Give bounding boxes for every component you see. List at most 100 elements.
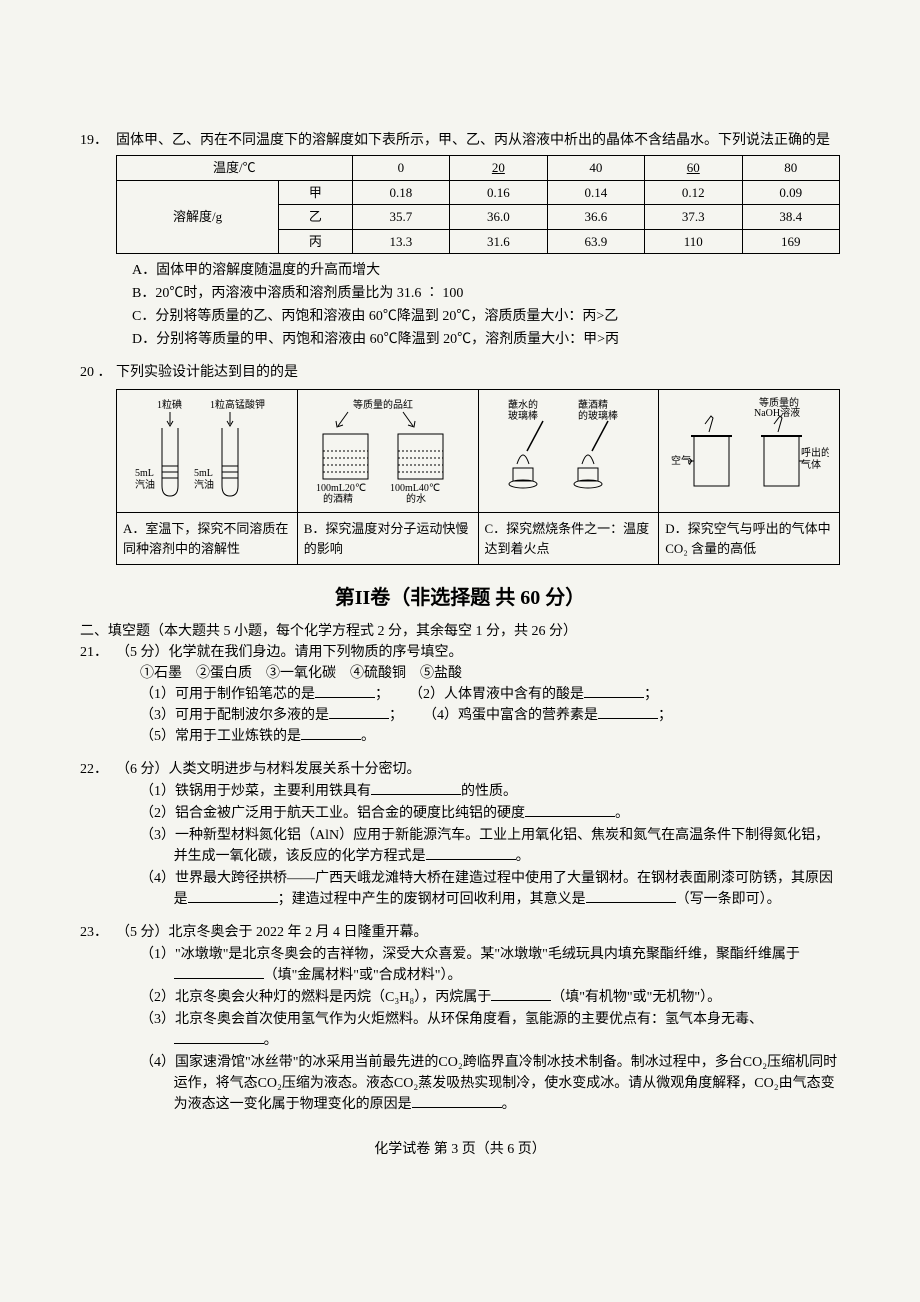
burners-icon: 蘸水的 玻璃棒 蘸酒精 的玻璃棒 <box>493 396 643 506</box>
q23-number: 23． <box>80 922 116 943</box>
svg-text:5mL: 5mL <box>135 468 154 479</box>
cell-d-diagram: 等质量的 NaOH溶液 空气 呼出的 气体 <box>659 390 840 513</box>
q21-subquestions: （1）可用于制作铅笔芯的是； （2）人体胃液中含有的酸是； （3）可用于配制波尔… <box>80 684 840 747</box>
caption-a: A．室温下，探究不同溶质在同种溶剂中的溶解性 <box>117 513 298 565</box>
q22-s2: （2）铝合金被广泛用于航天工业。铝合金的硬度比纯铝的硬度。 <box>140 803 840 824</box>
svg-text:呼出的: 呼出的 <box>801 446 829 459</box>
row-label: 乙 <box>279 205 353 230</box>
option-b: B．20℃时，丙溶液中溶质和溶剂质量比为 31.6 ∶ 100 <box>132 283 840 304</box>
row-label: 甲 <box>279 180 353 205</box>
blank <box>174 1030 264 1044</box>
q20-experiment-table: 1粒碘 1粒高锰酸钾 5mL 汽油 5mL <box>116 389 840 565</box>
question-21: 21． （5 分）化学就在我们身边。请用下列物质的序号填空。 ①石墨 ②蛋白质 … <box>80 642 840 747</box>
svg-text:气体: 气体 <box>801 458 821 471</box>
gas-jars-icon: 等质量的 NaOH溶液 空气 呼出的 气体 <box>669 396 829 506</box>
q22-header: 22． （6 分）人类文明进步与材料发展关系十分密切。 <box>80 759 840 780</box>
caption-d: D．探究空气与呼出的气体中 CO₂ 含量的高低 <box>659 513 840 565</box>
q23-s4: （4）国家速滑馆"冰丝带"的冰采用当前最先进的CO₂跨临界直冷制冰技术制备。制冰… <box>140 1052 840 1115</box>
blank <box>586 889 676 903</box>
caption-b: B．探究温度对分子运动快慢的影响 <box>297 513 478 565</box>
blank <box>174 965 264 979</box>
blank <box>412 1094 502 1108</box>
q23-header: 23． （5 分）北京冬奥会于 2022 年 2 月 4 日隆重开幕。 <box>80 922 840 943</box>
q22-number: 22． <box>80 759 116 780</box>
q21-stem: （5 分）化学就在我们身边。请用下列物质的序号填空。 <box>116 642 463 663</box>
q23-s1: （1）"冰墩墩"是北京冬奥会的吉祥物，深受大众喜爱。某"冰墩墩"毛绒玩具内填充聚… <box>140 944 840 986</box>
q22-s1: （1）铁锅用于炒菜，主要利用铁具有的性质。 <box>140 781 840 802</box>
q21-number: 21． <box>80 642 116 663</box>
blank <box>371 781 461 795</box>
q23-s2: （2）北京冬奥会火种灯的燃料是丙烷（C₃H₈），丙烷属于（填"有机物"或"无机物… <box>140 987 840 1008</box>
q21-options: ①石墨 ②蛋白质 ③一氧化碳 ④硫酸铜 ⑤盐酸 <box>80 663 840 684</box>
row-label: 丙 <box>279 229 353 254</box>
part2-title: 第II卷（非选择题 共 60 分） <box>80 583 840 613</box>
blank <box>491 987 551 1001</box>
q23-body: （1）"冰墩墩"是北京冬奥会的吉祥物，深受大众喜爱。某"冰墩墩"毛绒玩具内填充聚… <box>80 944 840 1115</box>
q20-stem: 下列实验设计能达到目的的是 <box>116 362 298 383</box>
header-temp: 温度/℃ <box>117 156 353 181</box>
blank <box>598 705 658 719</box>
q21-opt4: ④硫酸铜 <box>350 666 406 681</box>
col-20: 20 <box>450 156 547 181</box>
svg-text:100mL20℃: 100mL20℃ <box>316 483 366 494</box>
svg-text:1粒碘: 1粒碘 <box>157 398 182 411</box>
q22-body: （1）铁锅用于炒菜，主要利用铁具有的性质。 （2）铝合金被广泛用于航天工业。铝合… <box>80 781 840 910</box>
question-22: 22． （6 分）人类文明进步与材料发展关系十分密切。 （1）铁锅用于炒菜，主要… <box>80 759 840 910</box>
q23-s3: （3）北京冬奥会首次使用氢气作为火炬燃料。从环保角度看，氢能源的主要优点有：氢气… <box>140 1009 840 1051</box>
q20-header: 20 ． 下列实验设计能达到目的的是 <box>80 362 840 383</box>
q22-stem: （6 分）人类文明进步与材料发展关系十分密切。 <box>116 759 421 780</box>
svg-text:100mL40℃: 100mL40℃ <box>390 483 440 494</box>
blank <box>188 889 278 903</box>
page-footer: 化学试卷 第 3 页（共 6 页） <box>80 1139 840 1160</box>
svg-text:蘸水的: 蘸水的 <box>508 398 538 411</box>
table-row: 温度/℃ 0 20 40 60 80 <box>117 156 840 181</box>
q19-number: 19． <box>80 130 116 151</box>
svg-text:汽油: 汽油 <box>135 478 155 491</box>
svg-text:蘸酒精: 蘸酒精 <box>578 398 608 411</box>
cell-b-diagram: 等质量的品红 100mL20℃ 的酒精 <box>297 390 478 513</box>
q21-opt3: ③一氧化碳 <box>266 666 336 681</box>
beakers-icon: 等质量的品红 100mL20℃ 的酒精 <box>308 396 468 506</box>
blank <box>525 803 615 817</box>
svg-text:5mL: 5mL <box>194 468 213 479</box>
svg-text:汽油: 汽油 <box>194 478 214 491</box>
q22-s4: （4）世界最大跨径拱桥——广西天峨龙滩特大桥在建造过程中使用了大量钢材。在钢材表… <box>140 868 840 910</box>
blank <box>426 846 516 860</box>
table-row-captions: A．室温下，探究不同溶质在同种溶剂中的溶解性 B．探究温度对分子运动快慢的影响 … <box>117 513 840 565</box>
caption-c: C．探究燃烧条件之一：温度达到着火点 <box>478 513 659 565</box>
table-row: 溶解度/g 甲 0.18 0.16 0.14 0.12 0.09 <box>117 180 840 205</box>
svg-text:的玻璃棒: 的玻璃棒 <box>578 409 618 422</box>
q21-opt2: ②蛋白质 <box>196 666 252 681</box>
question-23: 23． （5 分）北京冬奥会于 2022 年 2 月 4 日隆重开幕。 （1）"… <box>80 922 840 1115</box>
svg-text:的水: 的水 <box>406 492 426 505</box>
q19-options: A．固体甲的溶解度随温度的升高而增大 B．20℃时，丙溶液中溶质和溶剂质量比为 … <box>80 260 840 350</box>
col-80: 80 <box>742 156 840 181</box>
q21-opt5: ⑤盐酸 <box>420 666 462 681</box>
svg-text:等质量的品红: 等质量的品红 <box>353 398 413 411</box>
col-40: 40 <box>547 156 644 181</box>
col-60: 60 <box>645 156 742 181</box>
svg-text:NaOH溶液: NaOH溶液 <box>754 406 800 419</box>
svg-text:玻璃棒: 玻璃棒 <box>508 409 538 422</box>
question-20: 20 ． 下列实验设计能达到目的的是 1粒碘 1粒高锰酸钾 <box>80 362 840 565</box>
svg-text:1粒高锰酸钾: 1粒高锰酸钾 <box>210 398 265 411</box>
blank <box>584 684 644 698</box>
q22-s3: （3）一种新型材料氮化铝（AlN）应用于新能源汽车。工业上用氧化铝、焦炭和氮气在… <box>140 825 840 867</box>
section2-header: 二、填空题（本大题共 5 小题，每个化学方程式 2 分，其余每空 1 分，共 2… <box>80 621 840 642</box>
cell-c-diagram: 蘸水的 玻璃棒 蘸酒精 的玻璃棒 <box>478 390 659 513</box>
blank <box>315 684 375 698</box>
q23-stem: （5 分）北京冬奥会于 2022 年 2 月 4 日隆重开幕。 <box>116 922 428 943</box>
q19-solubility-table: 温度/℃ 0 20 40 60 80 溶解度/g 甲 0.18 0.16 0.1… <box>116 155 840 254</box>
cell-a-diagram: 1粒碘 1粒高锰酸钾 5mL 汽油 5mL <box>117 390 298 513</box>
col-0: 0 <box>352 156 449 181</box>
q19-header: 19． 固体甲、乙、丙在不同温度下的溶解度如下表所示，甲、乙、丙从溶液中析出的晶… <box>80 130 840 151</box>
svg-text:的酒精: 的酒精 <box>323 492 353 505</box>
test-tubes-icon: 1粒碘 1粒高锰酸钾 5mL 汽油 5mL <box>132 396 282 506</box>
question-19: 19． 固体甲、乙、丙在不同温度下的溶解度如下表所示，甲、乙、丙从溶液中析出的晶… <box>80 130 840 350</box>
table-row-diagrams: 1粒碘 1粒高锰酸钾 5mL 汽油 5mL <box>117 390 840 513</box>
q19-stem: 固体甲、乙、丙在不同温度下的溶解度如下表所示，甲、乙、丙从溶液中析出的晶体不含结… <box>116 130 830 151</box>
blank <box>329 705 389 719</box>
header-solubility: 溶解度/g <box>117 180 279 254</box>
option-c: C．分别将等质量的乙、丙饱和溶液由 60℃降温到 20℃，溶质质量大小：丙>乙 <box>132 306 840 327</box>
blank <box>301 726 361 740</box>
